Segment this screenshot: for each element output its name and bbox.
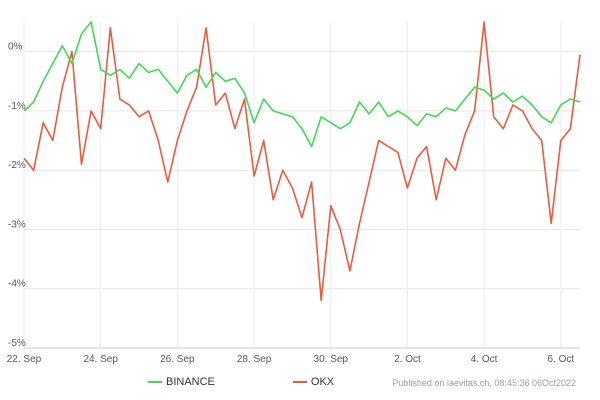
- legend-label-okx: OKX: [310, 376, 335, 388]
- y-tick-label: 0%: [8, 42, 23, 53]
- legend-item-binance[interactable]: BINANCE: [148, 376, 215, 388]
- legend: BINANCE OKX: [148, 376, 412, 388]
- y-tick-label: -4%: [8, 279, 26, 290]
- x-tick-label: 28. Sep: [237, 354, 272, 365]
- y-tick-label: -1%: [8, 101, 26, 112]
- series-layer: [23, 21, 581, 302]
- y-tick-label: -2%: [8, 160, 26, 171]
- series-line-binance[interactable]: [23, 21, 581, 148]
- published-note: Published on laevitas.ch, 08:45:36 06Oct…: [392, 378, 576, 388]
- grid: [23, 22, 580, 349]
- legend-swatch-binance: [148, 381, 162, 383]
- x-tick-label: 4. Oct: [471, 354, 498, 365]
- legend-swatch-okx: [292, 381, 307, 383]
- x-tick-label: 24. Sep: [83, 354, 118, 365]
- x-tick-label: 26. Sep: [160, 354, 195, 365]
- legend-label-binance: BINANCE: [166, 376, 215, 388]
- axes: 0% -1% -2% -3% -4% -5% 22. Sep 24. Sep 26. Sep 28…: [7, 42, 580, 365]
- series-line-okx[interactable]: [23, 21, 581, 302]
- y-tick-label: -5%: [8, 338, 26, 349]
- x-tick-label: 6. Oct: [547, 354, 574, 365]
- y-tick-label: -3%: [8, 219, 26, 230]
- x-tick-label: 30. Sep: [314, 354, 349, 365]
- legend-item-okx[interactable]: OKX: [292, 376, 335, 388]
- x-tick-label: 22. Sep: [7, 354, 42, 365]
- x-tick-label: 2. Oct: [394, 354, 421, 365]
